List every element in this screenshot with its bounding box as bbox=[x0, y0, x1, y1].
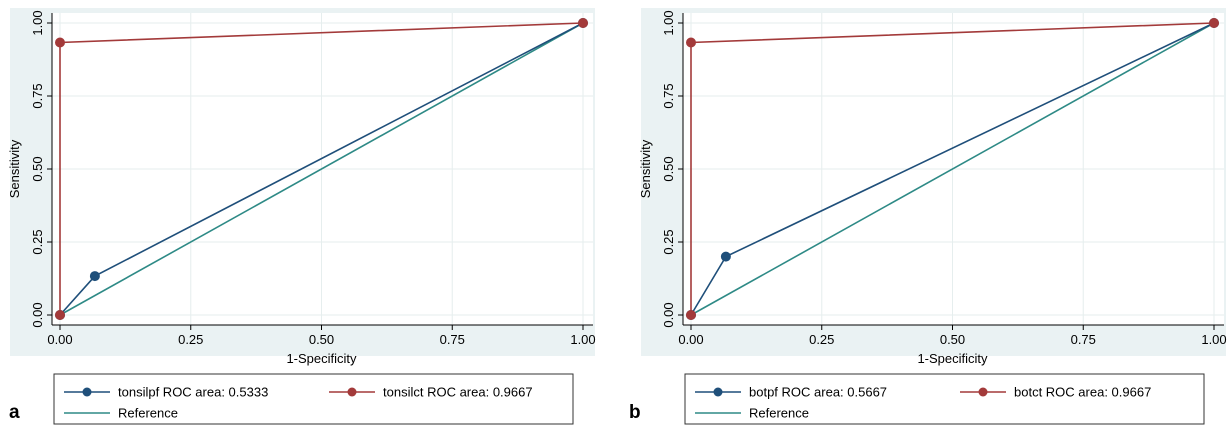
x-tick-label-a-2: 0.50 bbox=[309, 332, 334, 347]
series-point-a-1-2 bbox=[578, 18, 588, 28]
legend-marker-b-0 bbox=[713, 387, 723, 397]
x-tick-label-b-3: 0.75 bbox=[1071, 332, 1096, 347]
y-tick-label-b-1: 0.25 bbox=[661, 229, 676, 254]
x-tick-label-b-1: 0.25 bbox=[809, 332, 834, 347]
series-point-b-0-1 bbox=[720, 251, 731, 262]
y-tick-label-b-0: 0.00 bbox=[661, 302, 676, 327]
legend-label-b-1: botct ROC area: 0.9667 bbox=[1014, 385, 1151, 400]
series-point-b-1-2 bbox=[1209, 18, 1219, 28]
y-axis-title-b: Sensitivity bbox=[638, 139, 653, 198]
series-point-a-0-1 bbox=[89, 271, 100, 282]
panel-label-a: a bbox=[9, 402, 20, 423]
x-tick-label-a-1: 0.25 bbox=[178, 332, 203, 347]
x-axis-title-b: 1-Specificity bbox=[917, 351, 988, 366]
legend-box-b bbox=[684, 373, 1205, 425]
y-tick-label-b-2: 0.50 bbox=[661, 156, 676, 181]
series-point-a-1-0 bbox=[55, 310, 65, 320]
x-tick-label-a-3: 0.75 bbox=[440, 332, 465, 347]
y-tick-label-a-2: 0.50 bbox=[30, 156, 45, 181]
roc-panel-a: 0.00 0.00 0.25 0.25 0.50 0.50 0.75 0.75 1.00 1.00… bbox=[0, 0, 610, 426]
legend-label-b-2: Reference bbox=[749, 406, 809, 421]
legend-marker-a-0 bbox=[82, 387, 92, 397]
series-point-b-1-0 bbox=[686, 310, 696, 320]
legend-label-a-2: Reference bbox=[118, 406, 178, 421]
x-tick-label-a-0: 0.00 bbox=[47, 332, 72, 347]
panel-label-b: b bbox=[629, 402, 641, 423]
y-tick-label-a-0: 0.00 bbox=[30, 302, 45, 327]
series-point-b-1-1 bbox=[686, 37, 696, 48]
x-axis-title-a: 1-Specificity bbox=[286, 351, 357, 366]
legend-label-a-0: tonsilpf ROC area: 0.5333 bbox=[118, 385, 268, 400]
y-tick-label-b-3: 0.75 bbox=[661, 83, 676, 108]
legend-marker-b-1 bbox=[978, 387, 988, 397]
x-tick-label-b-4: 1.00 bbox=[1201, 332, 1226, 347]
series-line-b-2 bbox=[690, 22, 1215, 316]
series-point-a-1-1 bbox=[55, 37, 65, 48]
x-tick-label-b-0: 0.00 bbox=[678, 332, 703, 347]
y-tick-label-a-3: 0.75 bbox=[30, 83, 45, 108]
x-tick-label-b-2: 0.50 bbox=[940, 332, 965, 347]
y-tick-label-a-4: 1.00 bbox=[30, 10, 45, 35]
series-line-a-2 bbox=[59, 22, 584, 316]
legend-marker-a-1 bbox=[347, 387, 357, 397]
legend-box-a bbox=[53, 373, 574, 425]
roc-chart-b: 0.000.00 0.25 0.25 0.50 0.50 0.75 0.75 1.00 1.00… bbox=[638, 8, 1227, 425]
y-axis-title-a: Sensitivity bbox=[7, 139, 22, 198]
roc-panel-b: 0.00 0.00 0.25 0.25 0.50 0.50 0.75 0.75 1.00 1.00… bbox=[622, 0, 1232, 426]
legend-label-a-1: tonsilct ROC area: 0.9667 bbox=[383, 385, 533, 400]
roc-chart-a: 0.000.00 0.25 0.25 0.50 0.50 0.75 0.75 1.00 1.00… bbox=[7, 8, 596, 425]
x-tick-label-a-4: 1.00 bbox=[570, 332, 595, 347]
y-tick-label-a-1: 0.25 bbox=[30, 229, 45, 254]
y-tick-label-b-4: 1.00 bbox=[661, 10, 676, 35]
legend-label-b-0: botpf ROC area: 0.5667 bbox=[749, 385, 887, 400]
